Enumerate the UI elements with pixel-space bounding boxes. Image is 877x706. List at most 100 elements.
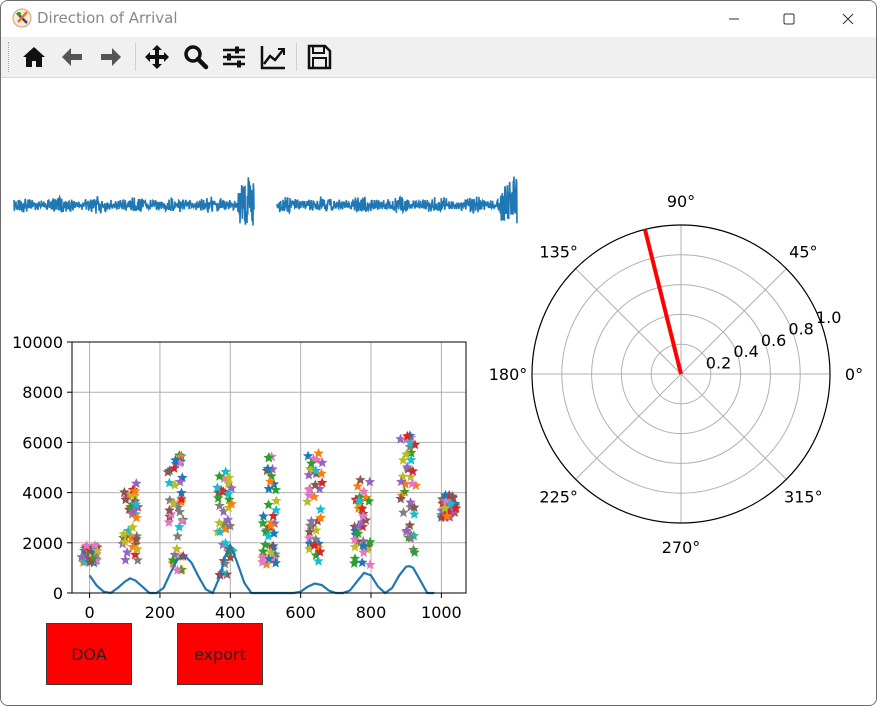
scatter-point xyxy=(304,520,316,531)
scatter-point xyxy=(306,515,317,526)
scatter-point xyxy=(309,539,320,550)
y-tick-label: 6000 xyxy=(22,433,63,452)
export-button[interactable]: export xyxy=(177,623,263,685)
scatter-point xyxy=(312,515,323,526)
minimize-button[interactable] xyxy=(711,1,757,37)
polar-angle-label: 45° xyxy=(789,243,817,262)
forward-button[interactable] xyxy=(95,41,127,73)
save-button[interactable] xyxy=(303,41,335,73)
scatter-point xyxy=(401,449,412,459)
scatter-point xyxy=(213,487,224,498)
polar-radial-label: 0.8 xyxy=(788,319,813,338)
polar-spoke xyxy=(575,268,682,375)
figure-canvas[interactable]: 0 200 400 600 800 1000 0 2000 4000 6000 8000 10000 … xyxy=(1,78,876,705)
scatter-point xyxy=(350,525,361,536)
scatter-point xyxy=(130,498,141,509)
scatter-point xyxy=(127,506,139,517)
scatter-point xyxy=(395,433,406,444)
scatter-point xyxy=(220,537,231,548)
scatter-point xyxy=(439,502,451,513)
scatter-point xyxy=(167,558,179,569)
scatter-point xyxy=(260,539,271,550)
polar-plot: 0° 45° 90° 135° 180° 225° 270° 315° 0.20.40.60.8… xyxy=(489,192,863,557)
doa-button[interactable]: DOA xyxy=(46,623,132,685)
scatter-point xyxy=(170,454,181,465)
scatter-frame xyxy=(71,341,467,594)
scatter-point xyxy=(441,510,453,521)
scatter-point xyxy=(132,554,143,565)
scatter-point xyxy=(441,495,452,506)
x-tick-label: 600 xyxy=(285,603,316,622)
zoom-button[interactable] xyxy=(180,41,212,73)
title-bar: Direction of Arrival xyxy=(1,1,876,37)
scatter-point xyxy=(407,465,419,476)
scatter-point xyxy=(352,528,364,538)
scatter-point xyxy=(164,504,175,515)
scatter-point xyxy=(313,555,324,566)
scatter-point xyxy=(364,476,375,487)
pan-button[interactable] xyxy=(141,41,173,73)
scatter-point xyxy=(304,526,315,537)
scatter-point xyxy=(396,476,407,487)
scatter-point xyxy=(364,559,376,570)
scatter-point xyxy=(120,554,131,565)
scatter-point xyxy=(349,541,361,552)
scatter-point xyxy=(126,489,137,500)
back-button[interactable] xyxy=(56,41,88,73)
scatter-point xyxy=(314,546,326,557)
scatter-point xyxy=(218,473,230,483)
scatter-point xyxy=(168,462,180,473)
scatter-point xyxy=(400,478,411,489)
scatter-point xyxy=(349,557,360,568)
polar-spoke xyxy=(680,373,787,480)
polar-angle-label: 90° xyxy=(667,192,695,211)
scatter-point xyxy=(398,507,409,518)
scatter-point xyxy=(129,485,141,496)
scatter-point xyxy=(353,495,365,506)
scatter-point xyxy=(226,482,237,493)
scatter-point xyxy=(440,489,451,500)
scatter-point xyxy=(213,492,224,503)
scatter-point xyxy=(218,506,229,516)
scatter-point xyxy=(353,520,364,531)
scatter-point xyxy=(265,476,276,486)
scatter-point xyxy=(263,452,274,463)
scatter-point xyxy=(410,480,422,490)
scatter-point xyxy=(212,482,223,493)
scatter-point xyxy=(302,496,313,507)
close-button[interactable] xyxy=(825,1,871,37)
scatter-point xyxy=(409,439,421,450)
scatter-point xyxy=(450,502,462,513)
scatter-point xyxy=(176,487,187,498)
app-icon xyxy=(12,8,32,28)
scatter-point xyxy=(358,535,369,546)
maximize-button[interactable] xyxy=(766,1,812,37)
x-tick-label: 200 xyxy=(145,603,176,622)
scatter-point xyxy=(445,499,456,509)
polar-angle-label: 135° xyxy=(539,243,578,262)
edit-axis-button[interactable] xyxy=(257,41,289,73)
scatter-point xyxy=(447,491,458,501)
scatter-point xyxy=(258,510,269,521)
configure-subplots-button[interactable] xyxy=(218,41,250,73)
scatter-point xyxy=(214,517,225,528)
scatter-point xyxy=(409,546,420,557)
x-tick-label: 400 xyxy=(215,603,246,622)
scatter-point xyxy=(119,486,130,497)
polar-angle-label: 0° xyxy=(845,365,863,384)
scatter-point xyxy=(409,502,420,512)
polar-radial-label: 0.4 xyxy=(733,342,758,361)
scatter-point xyxy=(402,461,413,472)
toolbar xyxy=(1,37,876,78)
forward-arrow-icon xyxy=(101,48,121,66)
home-button[interactable] xyxy=(18,41,50,73)
scatter-point xyxy=(436,512,447,522)
waveform-plot xyxy=(13,176,518,226)
scatter-point xyxy=(222,514,234,525)
waveform-segment xyxy=(13,177,255,226)
configure-subplots-icon xyxy=(223,46,245,68)
scatter-point xyxy=(313,447,324,458)
scatter-point xyxy=(304,543,315,554)
scatter-point xyxy=(119,536,130,547)
scatter-point xyxy=(223,502,234,513)
